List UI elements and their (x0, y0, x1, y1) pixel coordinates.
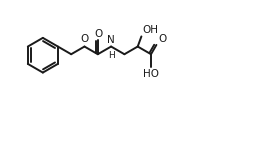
Text: O: O (158, 34, 166, 44)
Text: OH: OH (143, 25, 158, 35)
Text: O: O (81, 34, 89, 44)
Text: O: O (94, 29, 102, 39)
Text: HO: HO (143, 69, 158, 79)
Text: N: N (107, 35, 115, 45)
Text: H: H (108, 51, 115, 60)
